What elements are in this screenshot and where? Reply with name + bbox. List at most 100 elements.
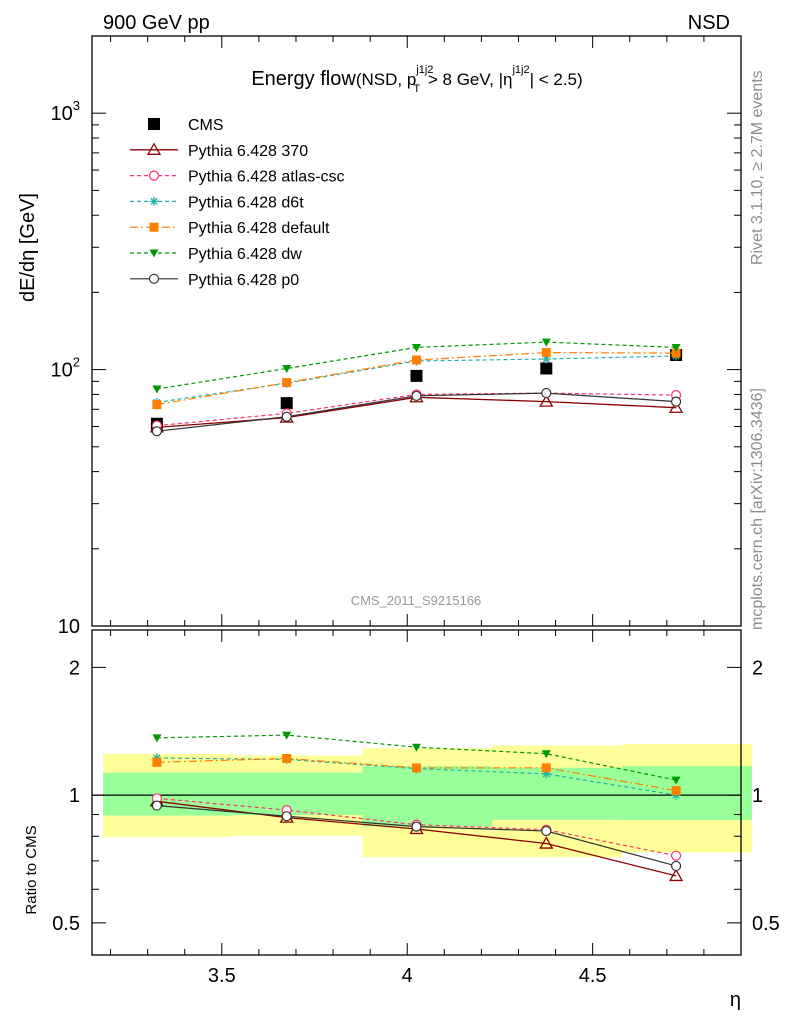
- main-point-p0: [670, 396, 682, 407]
- main-series-dw: [152, 338, 681, 394]
- x-tick-label: 4: [402, 965, 413, 987]
- main-point-p0: [541, 387, 552, 399]
- ratio-series-dw: [152, 731, 681, 785]
- ratio-point-dw: [541, 750, 551, 759]
- main-point-default: [671, 348, 681, 358]
- ratio-point-p0: [670, 860, 682, 872]
- legend-label-p370: Pythia 6.428 370: [188, 143, 308, 160]
- ratio-point-d6t: [671, 790, 681, 800]
- mcplots-reference-text: mcplots.cern.ch [arXiv:1306.3436]: [749, 388, 766, 630]
- main-point-dw: [541, 338, 551, 347]
- x-tick-label: 4.5: [579, 965, 607, 987]
- ratio-band-inner: [362, 766, 493, 827]
- ratio-point-p370: [668, 868, 684, 882]
- watermark: CMS_2011_S9215166: [351, 593, 482, 608]
- ratio-point-p370: [539, 836, 554, 849]
- ratio-series-p0: [151, 800, 682, 872]
- legend-marker-cms: [148, 118, 160, 130]
- legend-label-default: Pythia 6.428 default: [188, 220, 330, 237]
- main-point-dw: [671, 343, 681, 352]
- ratio-point-default: [152, 757, 162, 767]
- legend: CMS Pythia 6.428 370 Pythia 6.428 atlas-cs…: [130, 117, 345, 289]
- y-tick-base: 10: [51, 103, 73, 125]
- ratio-point-dw: [152, 734, 162, 743]
- ratio-y-tick-label-right: 2: [752, 657, 763, 679]
- main-y-tick-label: 10: [58, 616, 80, 638]
- ratio-uncertainty-bands: [103, 743, 752, 858]
- ratio-y-tick-label: 2: [69, 657, 80, 679]
- main-point-p0: [281, 411, 292, 422]
- legend-marker-p0: [148, 273, 160, 284]
- ratio-point-default: [412, 763, 421, 773]
- legend-marker-atlas: [148, 170, 160, 181]
- ratio-band-inner: [622, 766, 752, 821]
- ratio-y-axis-label: Ratio to CMS: [23, 825, 40, 914]
- ratio-point-dw: [412, 743, 421, 752]
- header-left: 900 GeV pp: [103, 12, 210, 34]
- ratio-point-p0: [411, 821, 422, 832]
- ratio-point-d6t: [541, 769, 551, 779]
- main-point-cms: [540, 362, 553, 375]
- ratio-point-atlas: [670, 850, 682, 861]
- ratio-y-tick-label-right: 1: [752, 785, 763, 807]
- main-point-cms: [410, 369, 423, 382]
- legend-label-d6t: Pythia 6.428 d6t: [188, 194, 304, 211]
- x-axis-label: η: [730, 989, 741, 1011]
- main-y-axis-ticks: [92, 35, 741, 627]
- legend-label-atlas: Pythia 6.428 atlas-csc: [188, 169, 345, 186]
- legend-marker-dw: [149, 249, 159, 258]
- main-point-p370: [539, 394, 554, 407]
- y-tick-exponent: 3: [73, 98, 80, 113]
- ratio-point-p0: [151, 800, 162, 811]
- ratio-point-default: [671, 786, 681, 796]
- rivet-version-text: Rivet 3.1.10, ≥ 2.7M events: [749, 70, 766, 265]
- main-point-default: [412, 355, 421, 365]
- ratio-point-p0: [281, 811, 292, 822]
- x-axis-ticks: [110, 36, 742, 955]
- legend-label-cms: CMS: [188, 117, 224, 134]
- ratio-point-dw: [282, 731, 292, 740]
- legend-marker-d6t: [149, 196, 159, 206]
- main-point-default: [541, 348, 551, 358]
- header-right: NSD: [688, 12, 730, 34]
- main-point-cms: [280, 397, 293, 410]
- ratio-band-inner: [492, 767, 623, 820]
- y-tick-base: 10: [58, 616, 80, 638]
- ratio-point-dw: [671, 776, 681, 785]
- chart-title: Energy flow(NSD, pj1j2 T > 8 GeV, |ηj1j2|…: [251, 64, 582, 95]
- ratio-point-p0: [541, 825, 552, 837]
- main-point-default: [152, 400, 162, 410]
- ratio-band-inner: [232, 772, 363, 815]
- legend-marker-p370: [146, 142, 162, 155]
- main-point-p0: [411, 390, 422, 401]
- ratio-series-default: [152, 753, 681, 796]
- main-point-dw: [412, 343, 421, 352]
- legend-label-p0: Pythia 6.428 p0: [188, 272, 299, 289]
- ratio-band-inner: [103, 772, 233, 816]
- main-y-axis-label: dE/dη [GeV]: [17, 193, 39, 302]
- main-point-default: [282, 378, 292, 388]
- legend-label-dw: Pythia 6.428 dw: [188, 246, 302, 263]
- main-point-dw: [282, 364, 292, 373]
- ratio-y-tick-label: 0.5: [52, 913, 80, 935]
- ratio-point-default: [282, 753, 292, 763]
- ratio-y-tick-label: 1: [69, 785, 80, 807]
- ratio-y-tick-label-right: 0.5: [752, 913, 780, 935]
- main-point-p0: [151, 426, 162, 437]
- x-tick-label: 3.5: [208, 965, 236, 987]
- y-tick-base: 10: [51, 360, 73, 382]
- legend-marker-default: [149, 222, 159, 232]
- main-y-tick-label: 103: [51, 98, 80, 125]
- ratio-point-default: [541, 763, 551, 773]
- ratio-y-axis-ticks: [92, 666, 741, 924]
- main-plot-frame: [91, 35, 742, 627]
- main-point-d6t: [541, 354, 551, 364]
- y-tick-exponent: 2: [73, 355, 80, 370]
- main-point-dw: [152, 385, 162, 394]
- main-series-default: [152, 348, 681, 410]
- main-series-p0: [151, 387, 682, 437]
- ratio-plot-frame: [91, 629, 742, 956]
- main-y-tick-label: 102: [51, 355, 80, 382]
- main-point-p370: [668, 400, 684, 413]
